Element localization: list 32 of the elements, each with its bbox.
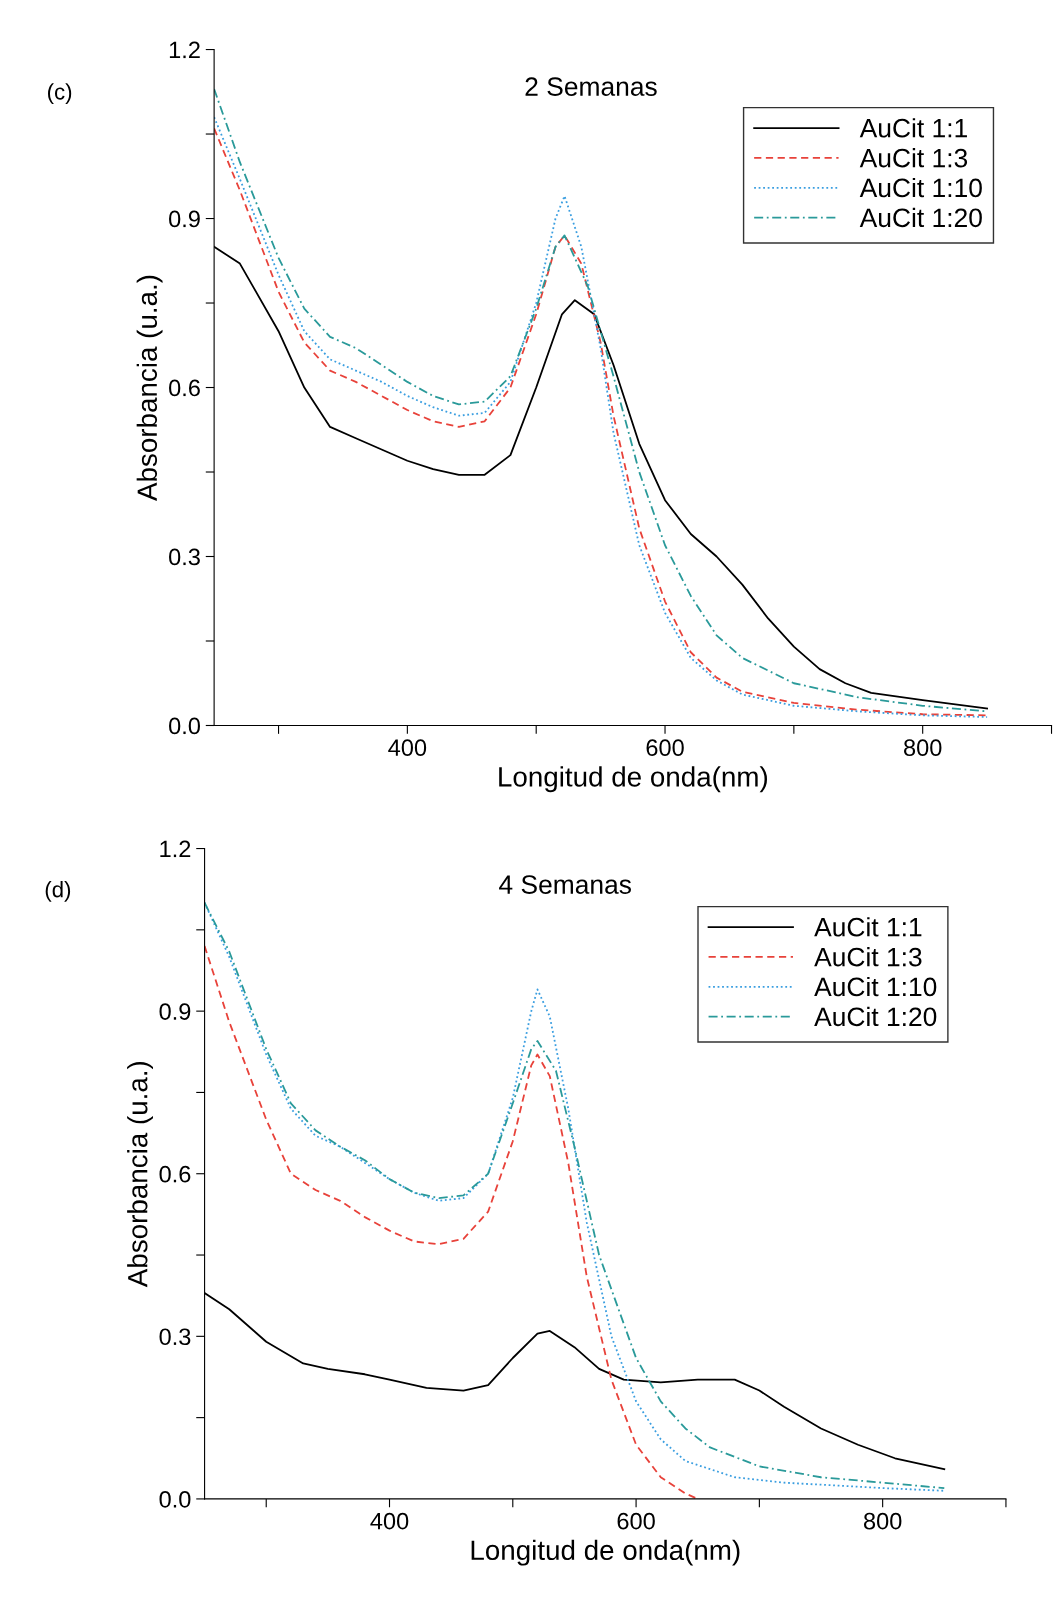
- y-tick-label: 1.2: [169, 41, 200, 59]
- x-axis-title: Longitud de onda(nm): [471, 1539, 740, 1566]
- y-tick-label: 1.2: [160, 840, 191, 858]
- legend-label: AuCit 1:20: [859, 207, 982, 228]
- y-tick-label: 0.0: [159, 1490, 191, 1508]
- y-tick-label: 0.6: [169, 379, 200, 397]
- y-tick-label: 0.3: [169, 548, 200, 566]
- x-axis-title: Longitud de onda(nm): [499, 766, 768, 793]
- legend-label: AuCit 1:20: [814, 1006, 937, 1027]
- x-tick-label: 600: [646, 739, 684, 757]
- legend-label: AuCit 1:10: [814, 976, 937, 997]
- y-axis-title: Absorbancia (u.a.): [136, 275, 163, 501]
- legend-label: AuCit 1:3: [859, 148, 968, 168]
- y-axis-title: Absorbancia (u.a.): [127, 1061, 153, 1288]
- legend-label: AuCit 1:10: [859, 177, 982, 198]
- y-tick-label: 0.6: [159, 1165, 191, 1183]
- y-tick-label: 0.9: [169, 210, 200, 228]
- text: (d): [45, 881, 71, 902]
- y-tick-label: 0.0: [169, 717, 201, 735]
- x-tick-label: 800: [904, 739, 942, 757]
- x-tick-label: 400: [370, 1512, 409, 1530]
- x-tick-label: 800: [863, 1512, 902, 1530]
- text: (c): [48, 83, 72, 105]
- x-tick-label: 400: [388, 739, 427, 757]
- legend-label: AuCit 1:1: [814, 917, 922, 937]
- text: 4 Semanas: [499, 875, 631, 894]
- y-tick-label: 0.9: [159, 1003, 191, 1020]
- x-tick-label: 600: [617, 1512, 655, 1530]
- legend-label: AuCit 1:1: [859, 118, 967, 138]
- legend-label: AuCit 1:3: [814, 947, 922, 967]
- y-tick-label: 0.3: [159, 1328, 191, 1346]
- text: 2 Semanas: [525, 77, 657, 96]
